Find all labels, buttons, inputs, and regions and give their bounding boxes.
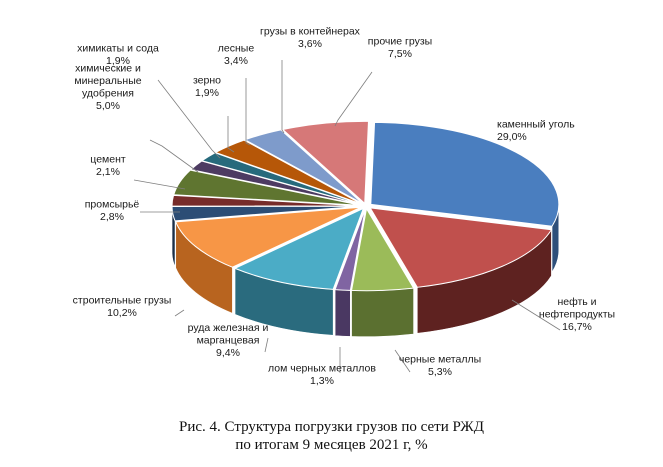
leader-line-химические-и-минеральные-удобрения bbox=[149, 139, 199, 173]
slice-value-label: 5,0% bbox=[96, 100, 120, 112]
slice-category-label: лесные bbox=[218, 43, 255, 55]
slice-side-лом-черных-металлов bbox=[334, 289, 351, 337]
slice-лесные bbox=[214, 139, 363, 205]
chart-caption-line-2: по итогам 9 месяцев 2021 г, % bbox=[235, 437, 428, 453]
leader-line-нефть-и-нефтепродукты bbox=[511, 299, 561, 331]
slice-value-label: 3,4% bbox=[224, 55, 248, 67]
leader-line-зерно bbox=[227, 116, 235, 153]
leader-line-химикаты-и-сода bbox=[157, 79, 221, 159]
slice-category-label: цемент bbox=[90, 154, 126, 166]
slice-value-label: 7,5% bbox=[388, 48, 412, 60]
slice-category-label: химические и bbox=[75, 63, 141, 75]
slice-category-label: марганцевая bbox=[197, 335, 260, 347]
slice-category-label: химикаты и сода bbox=[77, 43, 159, 55]
slice-category-label: нефтепродукты bbox=[539, 309, 615, 321]
leader-line-строительные-грузы bbox=[174, 309, 185, 317]
slice-нефть-и-нефтепродукты bbox=[369, 207, 553, 288]
slice-category-label: черные металлы bbox=[399, 354, 481, 366]
slice-value-label: 16,7% bbox=[562, 321, 592, 333]
leader-line-грузы-в-контейнерах bbox=[281, 60, 285, 134]
slice-value-label: 1,9% bbox=[106, 55, 130, 67]
slice-value-label: 1,9% bbox=[195, 87, 219, 99]
slice-химические-и-минеральные-удобрения bbox=[173, 169, 361, 206]
slice-category-label: каменный уголь bbox=[497, 119, 575, 131]
leader-line-черные-металлы bbox=[394, 349, 411, 373]
slice-category-label: грузы в контейнерах bbox=[260, 26, 361, 38]
slice-value-label: 9,4% bbox=[216, 347, 240, 359]
slice-каменный-уголь bbox=[370, 121, 560, 227]
leader-line-цемент bbox=[133, 179, 186, 190]
slice-value-label: 5,3% bbox=[428, 366, 452, 378]
slice-category-label: зерно bbox=[193, 75, 221, 87]
leader-line-лесные bbox=[245, 78, 251, 146]
slice-value-label: 2,8% bbox=[100, 211, 124, 223]
slice-value-label: 10,2% bbox=[107, 307, 137, 319]
slice-value-label: 2,1% bbox=[96, 166, 120, 178]
leader-line-руда-железная-и-марганцевая bbox=[264, 337, 269, 353]
slice-category-label: минеральные bbox=[74, 75, 141, 87]
slice-value-label: 3,6% bbox=[298, 38, 322, 50]
slice-черные-металлы bbox=[350, 207, 415, 292]
slice-category-label: удобрения bbox=[82, 88, 134, 100]
slice-руда-железная-и-марганцевая bbox=[233, 207, 365, 290]
pie-sides bbox=[171, 204, 560, 337]
slice-category-label: прочие грузы bbox=[368, 36, 432, 48]
slice-лом-черных-металлов bbox=[334, 208, 366, 291]
slice-category-label: руда железная и bbox=[188, 322, 269, 334]
slice-value-label: 1,3% bbox=[310, 375, 334, 387]
slice-строительные-грузы bbox=[175, 206, 361, 268]
slice-value-label: 29,0% bbox=[497, 131, 527, 143]
slice-side-черные-металлы bbox=[351, 287, 414, 337]
chart-caption-line-1: Рис. 4. Структура погрузки грузов по сет… bbox=[179, 419, 484, 435]
leader-line-прочие-грузы bbox=[334, 71, 373, 127]
slice-прочие-грузы bbox=[281, 120, 370, 205]
slice-category-label: строительные грузы bbox=[73, 295, 172, 307]
slice-грузы-в-контейнерах bbox=[243, 129, 364, 205]
slice-category-label: нефть и bbox=[557, 296, 596, 308]
slice-category-label: промсырьё bbox=[85, 199, 140, 211]
slice-category-label: лом черных металлов bbox=[268, 363, 376, 375]
slice-цемент bbox=[171, 194, 361, 207]
pie-tops bbox=[171, 120, 560, 292]
